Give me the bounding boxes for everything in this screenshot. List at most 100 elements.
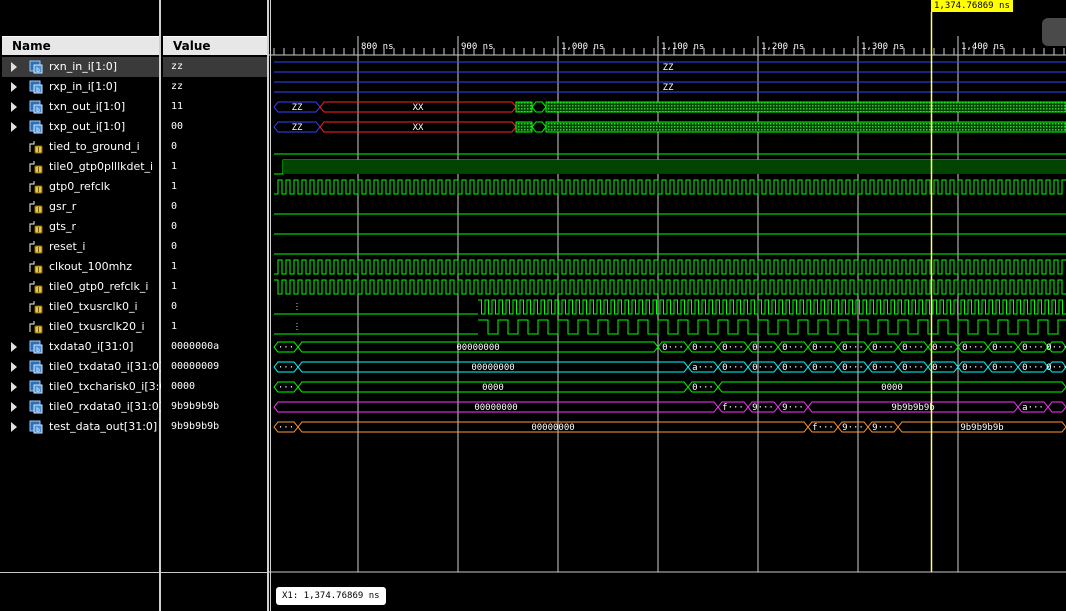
waveform-viewer[interactable]: 800 ns 900 ns 1,000 ns 1,100 ns 1,200 ns 1,30… (269, 0, 1066, 611)
bus-value-label: ZZ (292, 123, 303, 133)
svg-text:l: l (38, 207, 40, 214)
expand-arrow-icon[interactable] (9, 117, 19, 137)
bus-value-label: 0··· (1046, 363, 1066, 373)
signal-name: tile0_txusrclk0_i (49, 300, 138, 313)
name-header[interactable]: Name (2, 36, 159, 55)
value-cell: 00000009 (163, 357, 267, 377)
signal-row[interactable]: b tile0_rxdata0_i[31:0] (2, 397, 163, 417)
value-cell: 9b9b9b9b (163, 417, 267, 437)
signal-value: 0 (171, 141, 178, 152)
cursor-time-label[interactable]: 1,374.76869 ns (931, 0, 1013, 12)
signal-row[interactable]: l tile0_gtp0plllkdet_i (2, 157, 159, 177)
svg-text:l: l (38, 247, 40, 254)
signal-row[interactable]: l tile0_txusrclk0_i (2, 297, 159, 317)
signal-row[interactable]: b txdata0_i[31:0] (2, 337, 159, 357)
logic-signal-icon: l (29, 241, 43, 254)
ruler-label: 1,200 ns (761, 42, 804, 52)
value-cell: 1 (163, 157, 267, 177)
value-header[interactable]: Value (163, 36, 267, 55)
bus-value-label: a··· (1022, 403, 1044, 413)
signal-value: 1 (171, 181, 178, 192)
value-cell: 11 (163, 97, 267, 117)
signal-row[interactable]: b txp_out_i[1:0] (2, 117, 159, 137)
signal-row[interactable]: b rxn_in_i[1:0] (2, 57, 159, 77)
svg-text:b: b (36, 107, 40, 114)
expand-arrow-icon[interactable] (9, 397, 19, 417)
zoom-fit-button[interactable] (1042, 18, 1066, 46)
signal-name: txdata0_i[31:0] (49, 340, 134, 353)
signal-row[interactable]: b txn_out_i[1:0] (2, 97, 159, 117)
logic-signal-icon: l (29, 181, 43, 194)
svg-text:l: l (38, 147, 40, 154)
expand-arrow-icon[interactable] (9, 357, 19, 377)
bus-value-label: 0··· (842, 363, 864, 373)
signal-value: 1 (171, 321, 178, 332)
signal-value: 0 (171, 201, 178, 212)
bus-signal-icon: b (29, 400, 43, 414)
logic-high-fill (283, 160, 1066, 174)
bus-value-label: 0··· (992, 343, 1014, 353)
signal-row[interactable]: l reset_i (2, 237, 159, 257)
expand-arrow-icon[interactable] (9, 417, 19, 437)
signal-value: 0 (171, 301, 178, 312)
signal-name: tile0_gtp0plllkdet_i (49, 160, 154, 173)
signal-name: tile0_rxdata0_i[31:0] (49, 400, 164, 413)
signal-row[interactable]: l tile0_txusrclk20_i (2, 317, 159, 337)
bus-unknown-region (515, 121, 533, 133)
signal-row[interactable]: l tied_to_ground_i (2, 137, 159, 157)
bus-value-label: 0··· (902, 363, 924, 373)
logic-signal-icon: l (29, 301, 43, 314)
bus-segment (1047, 341, 1066, 353)
value-cell: 0000 (163, 377, 267, 397)
bus-value-label: f··· (722, 403, 744, 413)
clock-wave (274, 279, 1066, 295)
signal-name: txn_out_i[1:0] (49, 100, 126, 113)
signal-row[interactable]: b tile0_txcharisk0_i[3:0] (2, 377, 171, 397)
value-cell: 0 (163, 237, 267, 257)
signal-row[interactable]: l gsr_r (2, 197, 159, 217)
value-cell: 9b9b9b9b (163, 397, 267, 417)
signal-value: 00000009 (171, 361, 220, 372)
svg-text:b: b (36, 367, 40, 374)
signal-row[interactable]: l gtp0_refclk (2, 177, 159, 197)
bus-value-label: 0··· (872, 363, 894, 373)
expand-arrow-icon[interactable] (9, 337, 19, 357)
bus-value-label: 0··· (932, 343, 954, 353)
signal-value: 9b9b9b9b (171, 401, 220, 412)
svg-text:b: b (36, 87, 40, 94)
bus-value-label: 0··· (1022, 363, 1044, 373)
bus-value-label: ··· (278, 363, 294, 373)
signal-row[interactable]: l tile0_gtp0_refclk_i (2, 277, 159, 297)
expand-arrow-icon[interactable] (9, 57, 19, 77)
bus-value-label: 0000 (881, 383, 903, 393)
signal-row[interactable]: l clkout_100mhz (2, 257, 159, 277)
signal-row[interactable]: b tile0_txdata0_i[31:0] (2, 357, 163, 377)
value-cell: 0 (163, 137, 267, 157)
bus-value-label: ZZ (292, 103, 303, 113)
signal-row[interactable]: b test_data_out[31:0] (2, 417, 159, 437)
bus-unknown-region (545, 121, 1066, 133)
bus-signal-icon: b (29, 360, 43, 374)
bus-value-label: 0··· (872, 343, 894, 353)
bus-value-label: 0··· (992, 363, 1014, 373)
value-cell: 00 (163, 117, 267, 137)
signal-row[interactable]: b rxp_in_i[1:0] (2, 77, 159, 97)
expand-arrow-icon[interactable] (9, 97, 19, 117)
svg-text:l: l (38, 227, 40, 234)
bus-value-label: 0··· (722, 363, 744, 373)
signal-name: gsr_r (49, 200, 77, 213)
signal-value: 0 (171, 221, 178, 232)
svg-text:l: l (38, 307, 40, 314)
expand-arrow-icon[interactable] (9, 377, 19, 397)
bus-signal-icon: b (29, 380, 43, 394)
bus-value-label: 0··· (812, 343, 834, 353)
logic-signal-icon: l (29, 201, 43, 214)
svg-text:b: b (36, 407, 40, 414)
signal-value: 00 (171, 121, 184, 132)
bus-value-label: 0··· (1046, 343, 1066, 353)
expand-arrow-icon[interactable] (9, 77, 19, 97)
bus-value-label: 0··· (752, 343, 774, 353)
signal-row[interactable]: l gts_r (2, 217, 159, 237)
signal-value: 0000 (171, 381, 196, 392)
ruler-label: 1,100 ns (661, 42, 704, 52)
